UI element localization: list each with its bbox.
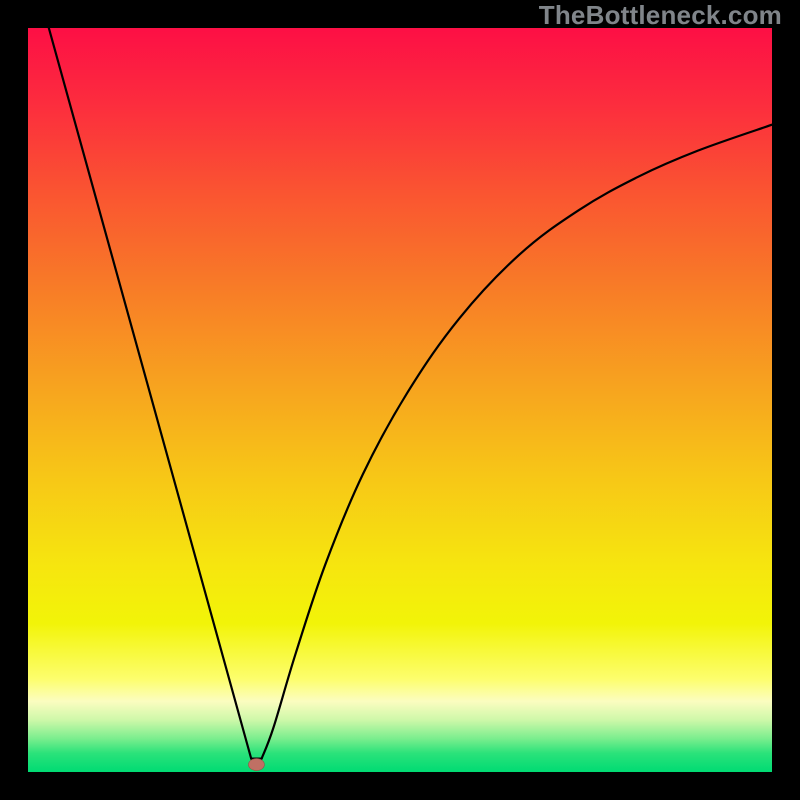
gradient-background xyxy=(28,28,772,772)
watermark-text: TheBottleneck.com xyxy=(539,0,782,31)
plot-area xyxy=(28,28,772,772)
minimum-marker xyxy=(248,759,264,771)
chart-frame: TheBottleneck.com xyxy=(0,0,800,800)
plot-svg xyxy=(28,28,772,772)
